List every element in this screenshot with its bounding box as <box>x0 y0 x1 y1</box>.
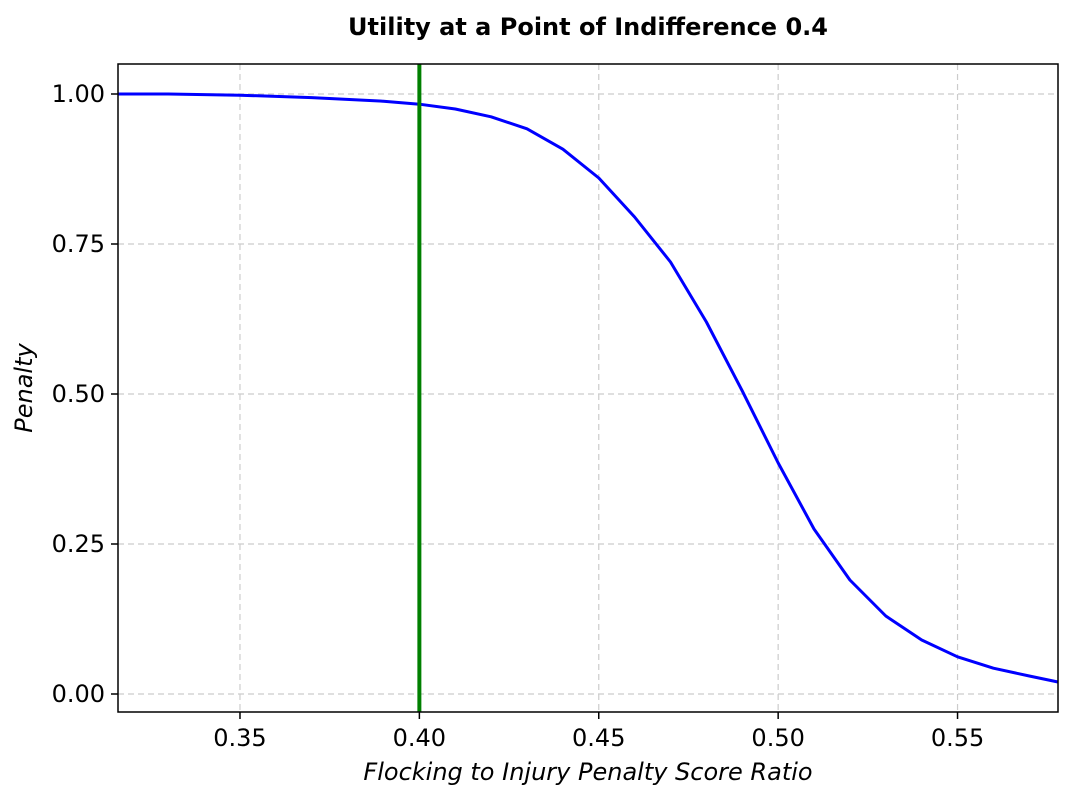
x-axis-label: Flocking to Injury Penalty Score Ratio <box>363 758 812 786</box>
chart-title: Utility at a Point of Indifference 0.4 <box>348 13 828 41</box>
y-tick-label: 0.00 <box>52 680 105 708</box>
grid <box>118 64 1058 712</box>
y-tick-label: 0.75 <box>52 230 105 258</box>
x-tick-label: 0.45 <box>572 724 625 752</box>
y-tick-label: 0.50 <box>52 380 105 408</box>
y-tick-label: 0.25 <box>52 530 105 558</box>
plot-frame <box>117 63 1059 713</box>
x-tick-label: 0.55 <box>931 724 984 752</box>
x-axis: 0.35 0.40 0.45 0.50 0.55 <box>213 712 984 752</box>
y-axis: 0.00 0.25 0.50 0.75 1.00 <box>52 80 118 708</box>
y-axis-label: Penalty <box>10 342 38 432</box>
x-tick-label: 0.35 <box>213 724 266 752</box>
y-tick-label: 1.00 <box>52 80 105 108</box>
x-tick-label: 0.50 <box>751 724 804 752</box>
penalty-curve <box>118 92 1059 684</box>
x-tick-label: 0.40 <box>393 724 446 752</box>
series-layer <box>118 64 1059 712</box>
